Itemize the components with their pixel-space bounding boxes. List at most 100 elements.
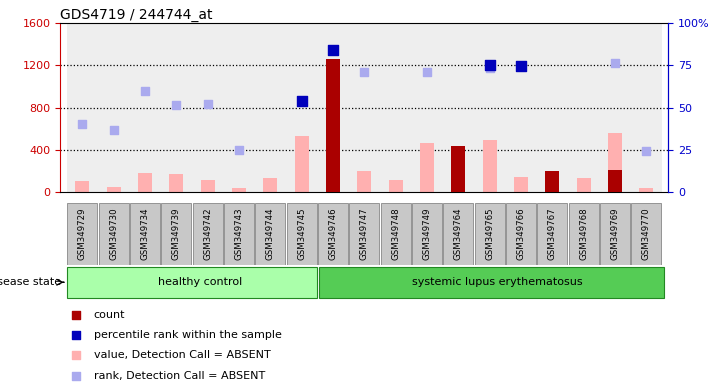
Text: value, Detection Call = ABSENT: value, Detection Call = ABSENT bbox=[94, 350, 271, 360]
Text: GSM349745: GSM349745 bbox=[297, 208, 306, 260]
Bar bbox=[568, 23, 599, 192]
FancyBboxPatch shape bbox=[193, 203, 223, 265]
Point bbox=[484, 62, 496, 68]
Bar bbox=[514, 177, 528, 192]
Bar bbox=[506, 23, 537, 192]
Point bbox=[359, 68, 370, 74]
FancyBboxPatch shape bbox=[318, 203, 348, 265]
Text: GSM349748: GSM349748 bbox=[391, 208, 400, 260]
FancyBboxPatch shape bbox=[412, 203, 442, 265]
Text: GSM349746: GSM349746 bbox=[328, 208, 338, 260]
Bar bbox=[263, 178, 277, 192]
Point bbox=[296, 98, 307, 104]
Bar bbox=[639, 188, 653, 192]
Bar bbox=[192, 23, 223, 192]
Point bbox=[233, 147, 245, 153]
Text: GSM349729: GSM349729 bbox=[78, 208, 87, 260]
Bar bbox=[483, 140, 497, 192]
Point bbox=[515, 63, 527, 70]
Text: systemic lupus erythematosus: systemic lupus erythematosus bbox=[412, 277, 583, 287]
Point bbox=[108, 127, 119, 133]
Text: GSM349768: GSM349768 bbox=[579, 208, 588, 260]
Text: GSM349770: GSM349770 bbox=[642, 208, 651, 260]
Text: healthy control: healthy control bbox=[158, 277, 242, 287]
Bar bbox=[107, 187, 121, 192]
Bar bbox=[443, 23, 474, 192]
Text: GSM349767: GSM349767 bbox=[548, 208, 557, 260]
Point bbox=[497, 262, 508, 268]
Bar bbox=[255, 23, 286, 192]
Bar bbox=[348, 23, 380, 192]
Text: percentile rank within the sample: percentile rank within the sample bbox=[94, 330, 282, 340]
Point bbox=[327, 47, 338, 53]
Bar bbox=[67, 23, 98, 192]
Text: GSM349743: GSM349743 bbox=[235, 208, 244, 260]
Text: GDS4719 / 244744_at: GDS4719 / 244744_at bbox=[60, 8, 213, 22]
FancyBboxPatch shape bbox=[569, 203, 599, 265]
Text: GSM349766: GSM349766 bbox=[517, 208, 525, 260]
Bar bbox=[326, 178, 340, 192]
FancyBboxPatch shape bbox=[475, 203, 505, 265]
Bar bbox=[608, 170, 622, 192]
FancyBboxPatch shape bbox=[380, 203, 411, 265]
Bar bbox=[631, 23, 662, 192]
Point bbox=[422, 68, 433, 74]
FancyBboxPatch shape bbox=[600, 203, 630, 265]
Bar bbox=[420, 144, 434, 192]
Text: GSM349747: GSM349747 bbox=[360, 208, 369, 260]
Bar bbox=[201, 180, 215, 192]
FancyBboxPatch shape bbox=[631, 203, 661, 265]
Bar bbox=[138, 173, 152, 192]
FancyBboxPatch shape bbox=[538, 203, 567, 265]
FancyBboxPatch shape bbox=[68, 203, 97, 265]
Bar bbox=[380, 23, 412, 192]
FancyBboxPatch shape bbox=[255, 203, 285, 265]
Bar bbox=[232, 188, 246, 192]
Bar bbox=[358, 171, 371, 192]
Point bbox=[171, 103, 182, 109]
Bar bbox=[129, 23, 161, 192]
Bar bbox=[317, 23, 348, 192]
Text: GSM349734: GSM349734 bbox=[141, 208, 149, 260]
FancyBboxPatch shape bbox=[506, 203, 536, 265]
FancyBboxPatch shape bbox=[224, 203, 254, 265]
Text: GSM349769: GSM349769 bbox=[611, 208, 619, 260]
Bar bbox=[451, 177, 466, 192]
Bar bbox=[223, 23, 255, 192]
Point bbox=[484, 65, 496, 71]
Text: GSM349749: GSM349749 bbox=[422, 208, 432, 260]
FancyBboxPatch shape bbox=[444, 203, 474, 265]
Bar bbox=[537, 23, 568, 192]
FancyBboxPatch shape bbox=[319, 266, 664, 298]
Bar bbox=[389, 180, 402, 192]
FancyBboxPatch shape bbox=[68, 266, 317, 298]
Bar bbox=[474, 23, 506, 192]
Bar bbox=[326, 59, 340, 192]
Text: GSM349742: GSM349742 bbox=[203, 208, 212, 260]
Text: GSM349765: GSM349765 bbox=[485, 208, 494, 260]
Bar bbox=[451, 146, 466, 192]
Text: disease state: disease state bbox=[0, 277, 61, 287]
Point bbox=[609, 60, 621, 66]
FancyBboxPatch shape bbox=[287, 203, 317, 265]
Text: count: count bbox=[94, 310, 125, 320]
Point bbox=[77, 121, 88, 127]
FancyBboxPatch shape bbox=[349, 203, 380, 265]
Text: GSM349744: GSM349744 bbox=[266, 208, 275, 260]
Bar bbox=[412, 23, 443, 192]
Point bbox=[497, 78, 508, 84]
FancyBboxPatch shape bbox=[161, 203, 191, 265]
Bar bbox=[608, 133, 622, 192]
Bar bbox=[161, 23, 192, 192]
Text: rank, Detection Call = ABSENT: rank, Detection Call = ABSENT bbox=[94, 371, 265, 381]
Text: GSM349739: GSM349739 bbox=[172, 208, 181, 260]
Bar bbox=[75, 182, 90, 192]
Point bbox=[139, 88, 151, 94]
Bar bbox=[577, 178, 591, 192]
Bar bbox=[545, 171, 560, 192]
FancyBboxPatch shape bbox=[130, 203, 160, 265]
Bar bbox=[294, 136, 309, 192]
Bar bbox=[286, 23, 317, 192]
FancyBboxPatch shape bbox=[99, 203, 129, 265]
Bar bbox=[169, 174, 183, 192]
